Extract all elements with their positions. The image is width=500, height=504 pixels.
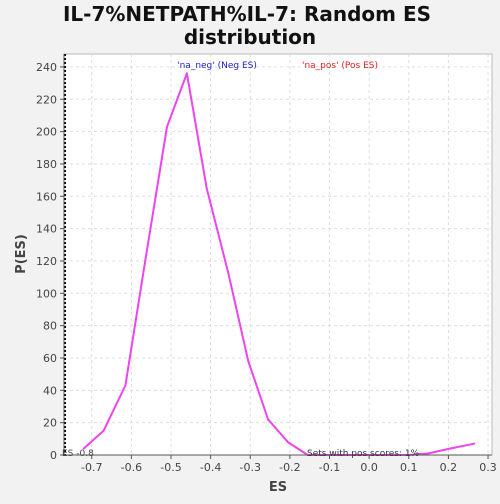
x-tick-label: 0.0 [360,461,378,474]
series-point [144,259,147,262]
series-point [449,447,452,450]
series-point [124,384,127,387]
series-point [267,418,270,421]
x-tick-label: 0.1 [400,461,418,474]
y-tick-label: 160 [36,190,57,203]
plot-area [63,53,493,456]
series-point [82,447,85,450]
x-axis-label: ES [269,480,287,495]
x-tick-label: -0.5 [160,461,181,474]
x-tick-label: -0.4 [200,461,221,474]
x-tick-label: -0.2 [279,461,300,474]
y-tick-label: 120 [36,255,57,268]
pos-scores-annotation: Sets with pos scores: 1% [307,449,420,459]
series-point [473,442,476,445]
x-ticks: -0.7 -0.6 -0.5 -0.4 -0.3 -0.2 -0.1 0.0 0.1 0.2 0.3 [81,455,497,474]
y-axis-label: P(ES) [14,234,29,274]
series-point [102,429,105,432]
chart-title-line-2: distribution [184,25,316,49]
y-tick-label: 100 [36,287,57,300]
x-tick-label: 0.3 [479,461,497,474]
y-ticks: 0 20 40 60 80 100 120 140 160 180 200 220 240 [36,61,64,462]
y-tick-label: 240 [36,61,57,74]
series-point [427,452,430,455]
x-tick-label: 0.2 [440,461,458,474]
y-tick-label: 20 [43,417,57,430]
grid [64,54,492,456]
y-tick-label: 40 [43,384,57,397]
y-tick-label: 200 [36,126,57,139]
chart-title-line-1: IL-7%NETPATH%IL-7: Random ES [63,2,431,26]
series-point [227,272,230,275]
x-tick-label: -0.1 [319,461,340,474]
series-point [185,72,188,75]
legend-entry-neg: 'na_neg' (Neg ES) [177,61,257,71]
y-tick-label: 140 [36,223,57,236]
x-tick-label: -0.6 [121,461,142,474]
y-tick-label: 60 [43,352,57,365]
rug-label: ES -0.8 [62,449,94,459]
y-tick-label: 80 [43,320,57,333]
series-point [286,441,289,444]
legend-entry-pos: 'na_pos' (Pos ES) [302,61,378,71]
y-tick-label: 0 [50,449,57,462]
x-tick-label: -0.3 [240,461,261,474]
series-point [205,187,208,190]
y-tick-label: 180 [36,158,57,171]
x-tick-label: -0.7 [81,461,102,474]
series-point [166,125,169,128]
series-point [247,360,250,363]
y-tick-label: 220 [36,93,57,106]
